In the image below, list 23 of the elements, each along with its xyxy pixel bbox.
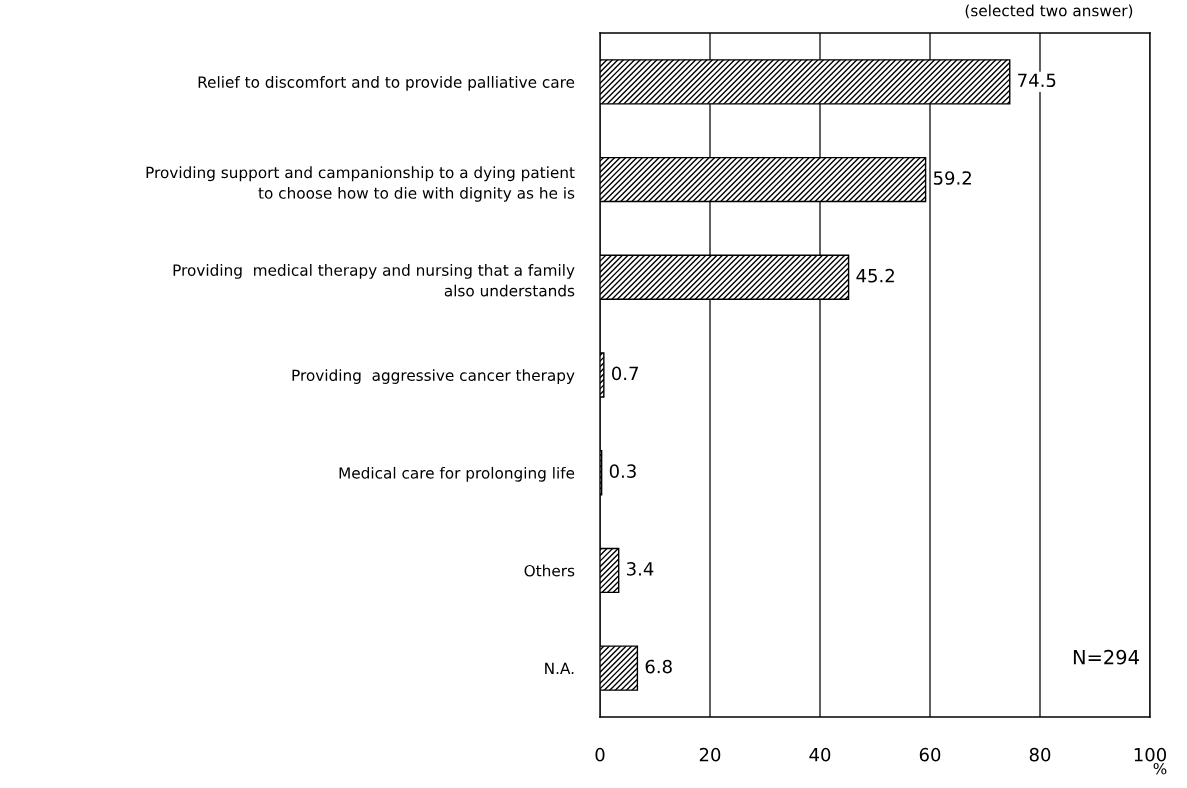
x-tick-label: 60: [919, 747, 941, 762]
y-tick-label: Relief to discomfort and to provide palliative care: [198, 76, 575, 91]
annotation: N=294: [1073, 649, 1139, 665]
x-tick-label: 0: [595, 747, 605, 762]
x-tick-label: 40: [809, 747, 831, 762]
data-label: 3.4: [627, 562, 654, 576]
y-tick-label: Medical care for prolonging life: [339, 466, 575, 482]
data-label: 59.2: [933, 171, 971, 185]
x-tick-label: 100: [1134, 747, 1167, 762]
x-axis-title: %: [1153, 762, 1167, 775]
y-tick-label: Providing support and campanionship to a dying patient to choose how to die with dignity as he is: [146, 166, 575, 202]
data-label: 0.3: [609, 464, 636, 478]
text: (selected two answer): [965, 4, 1133, 19]
data-label: 0.7: [611, 366, 638, 381]
y-tick-label: N.A.: [545, 662, 574, 674]
data-label: 45.2: [856, 268, 894, 283]
y-tick-label: Providing aggressive cancer therapy: [292, 369, 575, 384]
data-label: 74.5: [1018, 73, 1056, 88]
y-tick-label: Providing medical therapy and nursing that a family also understands: [173, 264, 575, 297]
data-label: 6.8: [645, 659, 672, 674]
x-tick-label: 80: [1029, 747, 1051, 762]
y-tick-label: Others: [524, 564, 575, 577]
x-tick-label: 20: [699, 747, 721, 762]
